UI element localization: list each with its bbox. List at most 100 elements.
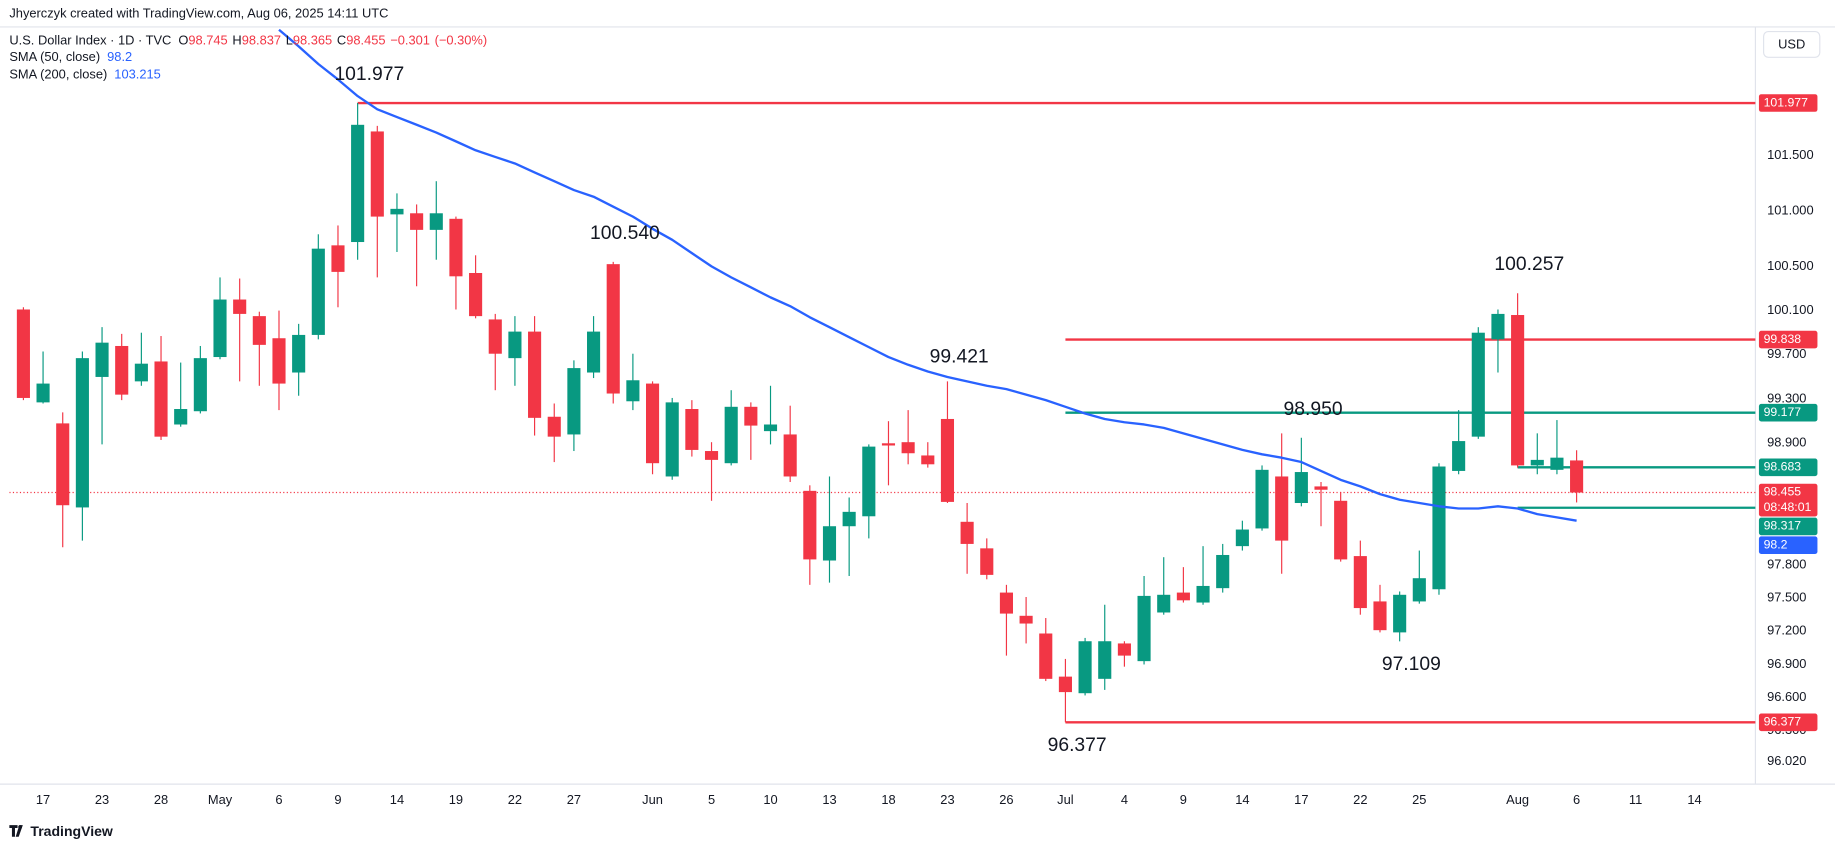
candle-body — [508, 331, 522, 359]
y-tick-label: 96.600 — [1767, 689, 1806, 704]
legend-change: −0.301 — [390, 32, 430, 47]
candle-body — [410, 213, 424, 230]
candle-body — [429, 213, 443, 230]
candle-body — [567, 368, 581, 435]
plot-area — [9, 28, 1756, 724]
candle-body — [803, 490, 817, 560]
x-tick-label: Jun — [642, 792, 663, 807]
legend-low: 98.365 — [293, 32, 332, 47]
candle-body — [311, 248, 325, 335]
legend-sma200-name: SMA (200, close) — [9, 66, 107, 81]
y-tick-label: 100.500 — [1767, 258, 1813, 273]
x-tick-label: 9 — [334, 792, 341, 807]
candle-body — [1294, 472, 1308, 504]
candle-body — [449, 218, 463, 277]
candle-body — [763, 424, 778, 432]
candle-body — [901, 442, 915, 454]
candle-body — [1255, 469, 1269, 529]
level-badge-text: 99.177 — [1764, 405, 1802, 419]
x-tick-label: 6 — [1573, 792, 1580, 807]
candle-body — [1334, 500, 1348, 560]
x-tick-label: 22 — [1353, 792, 1367, 807]
x-tick-label: 27 — [567, 792, 581, 807]
legend-change-pct: (−0.30%) — [435, 32, 488, 47]
candle-body — [665, 402, 679, 477]
price-badge — [1758, 713, 1818, 732]
x-tick-label: 23 — [940, 792, 954, 807]
y-tick-label: 99.700 — [1767, 346, 1806, 361]
candle-body — [1530, 459, 1544, 466]
price-annotation: 100.257 — [1494, 254, 1564, 275]
candle-body — [1019, 615, 1033, 624]
y-tick-label: 96.020 — [1767, 753, 1806, 768]
candle-body — [174, 409, 188, 425]
candle-body — [1196, 585, 1210, 603]
candle-body — [1471, 332, 1485, 437]
x-tick-label: 22 — [508, 792, 522, 807]
x-tick-label: 14 — [1235, 792, 1249, 807]
candle-body — [488, 319, 502, 354]
candle-body — [56, 423, 70, 506]
sma-line — [278, 28, 1577, 522]
price-badge — [1758, 483, 1818, 517]
level-badge-text: 98.317 — [1764, 519, 1802, 533]
candle-body — [1432, 466, 1446, 590]
candle-body — [213, 299, 227, 358]
x-tick-label: 5 — [708, 792, 715, 807]
legend-low-label: L — [286, 32, 293, 47]
candle-body — [685, 409, 699, 450]
legend-sma50-value: 98.2 — [107, 49, 132, 64]
currency-button-frame[interactable] — [1763, 31, 1821, 58]
x-tick-label: 17 — [1294, 792, 1308, 807]
brand: TradingView — [9, 823, 113, 839]
candle-body — [1550, 457, 1564, 470]
price-annotation: 96.377 — [1048, 735, 1107, 756]
candle-body — [75, 358, 89, 508]
y-tick-label: 97.500 — [1767, 590, 1806, 605]
currency-button[interactable]: USD — [1763, 31, 1821, 58]
candle-body — [1570, 460, 1584, 493]
legend-high: 98.837 — [242, 32, 281, 47]
legend-high-label: H — [232, 32, 241, 47]
y-tick-label: 99.300 — [1767, 390, 1806, 405]
x-tick-label: Aug — [1506, 792, 1529, 807]
x-tick-label: 17 — [36, 792, 50, 807]
level-badge-text: 99.838 — [1764, 332, 1802, 346]
candle-body — [1373, 601, 1387, 631]
price-badge — [1758, 330, 1818, 349]
candle-body — [1137, 595, 1151, 662]
y-tick-label: 100.100 — [1767, 302, 1813, 317]
currency-label[interactable]: USD — [1778, 36, 1805, 51]
candle-body — [1393, 594, 1407, 633]
x-tick-label: 19 — [449, 792, 463, 807]
x-tick-label: 9 — [1180, 792, 1187, 807]
x-tick-label: 6 — [275, 792, 282, 807]
candle-body — [783, 434, 797, 477]
level-badge-text: 98.683 — [1764, 460, 1802, 474]
legend-close-label: C — [337, 32, 346, 47]
price-badge — [1758, 458, 1818, 477]
y-tick-label: 101.000 — [1767, 202, 1813, 217]
legend-close: 98.455 — [346, 32, 385, 47]
x-tick-label: 14 — [390, 792, 404, 807]
candle-body — [645, 383, 660, 464]
x-tick-label: 11 — [1629, 792, 1642, 807]
price-annotation: 100.540 — [590, 223, 660, 244]
candle-body — [1117, 643, 1131, 656]
candle-body — [606, 264, 620, 394]
y-tick-label: 96.900 — [1767, 656, 1806, 671]
x-tick-label: 10 — [763, 792, 777, 807]
candle-body — [842, 511, 856, 527]
candle-body — [980, 548, 994, 575]
candle-body — [390, 208, 404, 215]
candle-body — [331, 245, 345, 272]
price-badge — [1758, 517, 1818, 536]
candle-body — [1452, 441, 1466, 471]
x-tick-label: 14 — [1687, 792, 1701, 807]
x-tick-label: Jul — [1057, 792, 1073, 807]
current-price-text: 98.455 — [1764, 485, 1802, 499]
candle-body — [587, 331, 601, 373]
legend-symbol: U.S. Dollar Index · 1D · TVC — [9, 32, 171, 47]
